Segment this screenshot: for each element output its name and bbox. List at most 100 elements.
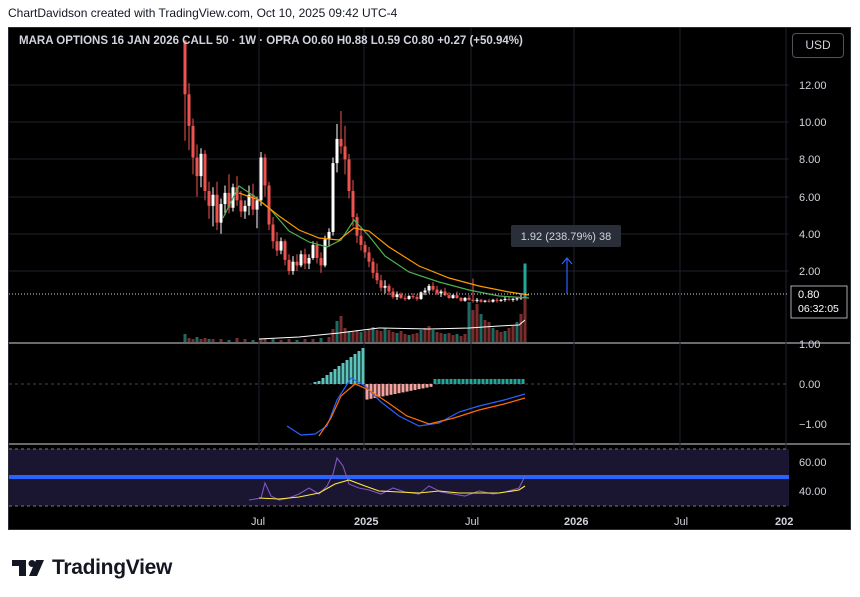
candle-body <box>383 285 387 288</box>
candle-body <box>491 299 495 302</box>
volume-bar <box>211 339 215 342</box>
macd-hist-bar <box>417 384 421 390</box>
candle-body <box>303 254 307 264</box>
price-axis[interactable]: 12.00 10.00 8.00 6.00 4.00 2.00 0.80 06:… <box>790 80 848 319</box>
candle-body <box>455 295 459 298</box>
macd-hist-bar <box>485 379 489 384</box>
macd-axis[interactable]: 1.00 0.00 −1.00 <box>799 339 827 431</box>
candle-body <box>515 298 519 300</box>
macd-hist-bar <box>461 379 465 384</box>
price-tick: 10.00 <box>799 117 827 129</box>
time-axis[interactable]: Jul 2025 Jul 2026 Jul 202 <box>251 516 793 528</box>
macd-hist-bar <box>385 384 389 396</box>
candles <box>183 40 527 303</box>
chart-canvas[interactable]: 1.92 (238.79%) 38 12.00 10.00 8.00 6.00 … <box>9 28 851 530</box>
macd-hist-bar <box>389 384 393 395</box>
candle-body <box>495 299 499 301</box>
candle-body <box>295 261 299 266</box>
volume-bar <box>243 339 247 342</box>
candle-body <box>399 294 403 298</box>
macd-hist-bar <box>421 384 425 389</box>
currency-button[interactable]: USD <box>792 33 844 58</box>
candle-body <box>387 285 391 292</box>
volume-bar <box>487 322 491 342</box>
candle-body <box>419 292 423 299</box>
rsi-axis[interactable]: 60.00 40.00 <box>799 457 827 498</box>
volume-bar <box>451 335 455 342</box>
candle-body <box>475 299 479 301</box>
volume-bar <box>263 339 267 342</box>
volume-bar <box>271 339 275 342</box>
volume-bar <box>327 337 331 342</box>
macd-hist-bar <box>325 375 329 384</box>
macd-hist-bar <box>441 379 445 384</box>
macd-hist-bar <box>505 379 509 384</box>
volume-bar <box>483 320 487 342</box>
measure-tool[interactable]: 1.92 (238.79%) 38 <box>511 225 621 294</box>
candle-body <box>183 40 187 95</box>
candle-body <box>243 205 247 212</box>
candle-body <box>283 241 287 260</box>
candle-body <box>339 138 343 147</box>
macd-hist-bar <box>405 384 409 392</box>
candle-body <box>247 194 251 206</box>
macd-hist-bar <box>449 379 453 384</box>
macd-signal-line <box>318 383 526 437</box>
macd-hist-bar <box>337 366 341 384</box>
macd-hist-bar <box>349 357 353 384</box>
tradingview-logo[interactable]: TradingView <box>12 555 172 581</box>
volume-bar <box>499 332 503 342</box>
candle-body <box>439 291 443 294</box>
macd-hist-bar <box>501 379 505 384</box>
macd-tick: 1.00 <box>799 339 820 351</box>
candle-body <box>451 295 455 298</box>
symbol-legend[interactable]: MARA OPTIONS 16 JAN 2026 CALL 50 · 1W · … <box>19 35 523 47</box>
macd-hist-bar <box>473 379 477 384</box>
macd-hist-bar <box>341 363 345 384</box>
candle-body <box>447 295 451 298</box>
last-price-tag <box>790 285 848 319</box>
volume-bar <box>191 339 195 342</box>
candle-body <box>203 153 207 192</box>
macd-hist-bar <box>373 384 377 398</box>
candle-body <box>291 261 295 271</box>
volume-bar <box>511 326 515 342</box>
candle-body <box>371 261 375 273</box>
time-tick: Jul <box>465 516 479 528</box>
rsi-tick: 60.00 <box>799 457 827 469</box>
candle-body <box>459 297 463 301</box>
candle-body <box>219 204 223 223</box>
macd-hist-bar <box>381 384 385 397</box>
volume-bar <box>519 314 523 342</box>
time-tick: Jul <box>251 516 265 528</box>
macd-hist-bar <box>465 379 469 384</box>
candle-body <box>467 297 471 300</box>
macd-hist-bar <box>493 379 497 384</box>
price-tick: 12.00 <box>799 80 827 92</box>
chart-panel[interactable]: 1.92 (238.79%) 38 12.00 10.00 8.00 6.00 … <box>8 27 851 530</box>
macd-hist-bar <box>401 384 405 393</box>
volume-bar <box>391 332 395 342</box>
candle-body <box>363 244 367 253</box>
candle-body <box>415 297 419 299</box>
volume-bar <box>339 316 343 342</box>
candle-body <box>191 125 195 158</box>
volume-bar <box>183 334 187 342</box>
ma-slow-line <box>238 192 530 296</box>
volume-bar <box>295 340 299 342</box>
candle-body <box>239 200 243 212</box>
macd-hist-bar <box>433 379 437 384</box>
price-countdown: 06:32:05 <box>798 303 839 315</box>
volume-bar <box>199 339 203 342</box>
macd-hist-bar <box>317 381 321 384</box>
candle-body <box>311 244 315 258</box>
volume-bar <box>379 331 383 342</box>
candle-body <box>443 291 447 296</box>
candle-body <box>431 285 435 290</box>
rsi-ma-line <box>258 479 526 500</box>
volume-bar <box>479 314 483 342</box>
price-tick: 2.00 <box>799 266 820 278</box>
macd-hist-bar <box>329 372 333 384</box>
macd-hist-bar <box>377 384 381 398</box>
candle-body <box>435 289 439 294</box>
